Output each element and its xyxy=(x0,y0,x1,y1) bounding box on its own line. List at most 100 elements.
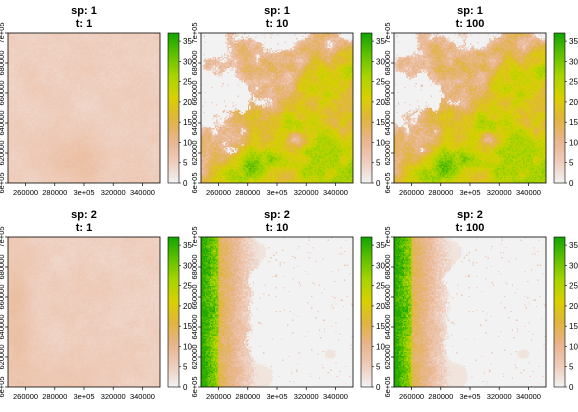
colorbar-tick-label: 5 xyxy=(183,159,188,168)
colorbar-tick-label: 10 xyxy=(183,342,192,351)
y-tick-label: 7e+05 xyxy=(190,22,199,43)
colorbar-tick-label: 0 xyxy=(183,179,188,188)
colorbar-frame xyxy=(553,32,566,184)
y-tick-label: 640000 xyxy=(0,110,6,135)
x-tick-label: 3e+05 xyxy=(459,392,480,401)
colorbar-frame xyxy=(167,236,180,388)
colorbar-tick-label: 25 xyxy=(376,282,385,291)
x-tick-label: 320000 xyxy=(487,188,512,197)
panel-title-species: sp: 2 xyxy=(457,209,483,221)
panel-title-time: t: 10 xyxy=(266,222,289,234)
panel-title-time: t: 1 xyxy=(76,222,93,234)
panel-title-species: sp: 2 xyxy=(71,209,97,221)
colorbar-tick-label: 0 xyxy=(376,179,381,188)
panel-2: sp: 1t: 10 260000 280000 3e+05 320000 340000 6… xyxy=(190,5,385,197)
y-tick-label: 640000 xyxy=(0,314,6,339)
panel-title-species: sp: 1 xyxy=(71,5,97,17)
colorbar-tick-label: 20 xyxy=(183,98,192,107)
colorbar-tick-label: 25 xyxy=(569,282,578,291)
y-tick-label: 7e+05 xyxy=(190,226,199,247)
y-tick-label: 680000 xyxy=(190,254,199,279)
x-tick-label: 3e+05 xyxy=(73,188,94,197)
colorbar-tick-label: 35 xyxy=(376,241,385,250)
y-tick-label: 620000 xyxy=(383,344,392,369)
panel-title-time: t: 100 xyxy=(456,18,485,30)
panel-title-species: sp: 2 xyxy=(264,209,290,221)
colorbar-tick-label: 5 xyxy=(183,363,188,372)
colorbar-tick-label: 35 xyxy=(569,37,578,46)
y-tick-label: 6e+05 xyxy=(0,172,6,193)
x-tick-label: 3e+05 xyxy=(266,392,287,401)
raster-image xyxy=(8,237,160,387)
panel-4: sp: 2t: 1 260000 280000 3e+05 320000 340000 6e… xyxy=(0,209,192,401)
colorbar-tick-label: 15 xyxy=(569,322,578,331)
x-tick-label: 280000 xyxy=(428,392,453,401)
panel-title-species: sp: 1 xyxy=(264,5,290,17)
colorbar-tick-label: 10 xyxy=(569,342,578,351)
raster-image xyxy=(394,237,546,387)
panel-6: sp: 2t: 100 260000 280000 3e+05 320000 340000… xyxy=(383,209,578,401)
y-tick-label: 6e+05 xyxy=(190,172,199,193)
colorbar-tick-label: 30 xyxy=(183,57,192,66)
x-tick-label: 320000 xyxy=(294,188,319,197)
colorbar-tick-label: 35 xyxy=(569,241,578,250)
y-tick-label: 640000 xyxy=(190,110,199,135)
y-tick-label: 620000 xyxy=(0,344,6,369)
x-tick-label: 260000 xyxy=(399,392,424,401)
x-tick-label: 280000 xyxy=(42,188,67,197)
x-tick-label: 3e+05 xyxy=(266,188,287,197)
y-tick-label: 6e+05 xyxy=(383,376,392,397)
colorbar-tick-label: 25 xyxy=(376,78,385,87)
colorbar-tick-label: 20 xyxy=(183,302,192,311)
colorbar-tick-label: 25 xyxy=(183,78,192,87)
x-tick-label: 320000 xyxy=(294,392,319,401)
colorbar-tick-label: 10 xyxy=(569,138,578,147)
raster-image xyxy=(8,33,160,183)
panel-title-time: t: 10 xyxy=(266,18,289,30)
colorbar-tick-label: 35 xyxy=(183,241,192,250)
y-tick-label: 7e+05 xyxy=(383,22,392,43)
y-tick-label: 7e+05 xyxy=(0,22,6,43)
colorbar xyxy=(361,33,372,183)
y-tick-label: 680000 xyxy=(383,50,392,75)
x-tick-label: 3e+05 xyxy=(459,188,480,197)
x-tick-label: 320000 xyxy=(101,392,126,401)
panel-title-time: t: 100 xyxy=(456,222,485,234)
colorbar-tick-label: 20 xyxy=(376,98,385,107)
panel-title-time: t: 1 xyxy=(76,18,93,30)
panel-5: sp: 2t: 10 260000 280000 3e+05 320000 340000 6… xyxy=(190,209,385,401)
colorbar-tick-label: 20 xyxy=(569,302,578,311)
colorbar-tick-label: 0 xyxy=(376,383,381,392)
colorbar-frame xyxy=(553,236,566,388)
x-tick-label: 260000 xyxy=(399,188,424,197)
y-tick-label: 6e+05 xyxy=(383,172,392,193)
x-tick-label: 260000 xyxy=(206,188,231,197)
colorbar-tick-label: 0 xyxy=(183,383,188,392)
x-tick-label: 340000 xyxy=(130,392,155,401)
x-tick-label: 260000 xyxy=(13,392,38,401)
colorbar xyxy=(168,237,179,387)
colorbar xyxy=(168,33,179,183)
y-tick-label: 680000 xyxy=(0,50,6,75)
x-tick-label: 340000 xyxy=(323,188,348,197)
y-tick-label: 7e+05 xyxy=(0,226,6,247)
y-tick-label: 660000 xyxy=(0,284,6,309)
x-tick-label: 320000 xyxy=(101,188,126,197)
y-tick-label: 640000 xyxy=(383,314,392,339)
colorbar xyxy=(361,237,372,387)
x-tick-label: 3e+05 xyxy=(73,392,94,401)
colorbar-tick-label: 15 xyxy=(376,118,385,127)
y-tick-label: 660000 xyxy=(383,284,392,309)
colorbar-tick-label: 20 xyxy=(569,98,578,107)
colorbar-tick-label: 10 xyxy=(183,138,192,147)
colorbar-tick-label: 0 xyxy=(569,179,574,188)
y-tick-label: 6e+05 xyxy=(0,376,6,397)
y-tick-label: 6e+05 xyxy=(190,376,199,397)
raster-image xyxy=(201,33,353,183)
raster-image xyxy=(201,237,353,387)
y-tick-label: 620000 xyxy=(190,344,199,369)
colorbar-tick-label: 30 xyxy=(183,261,192,270)
y-tick-label: 640000 xyxy=(383,110,392,135)
x-tick-label: 340000 xyxy=(516,188,541,197)
